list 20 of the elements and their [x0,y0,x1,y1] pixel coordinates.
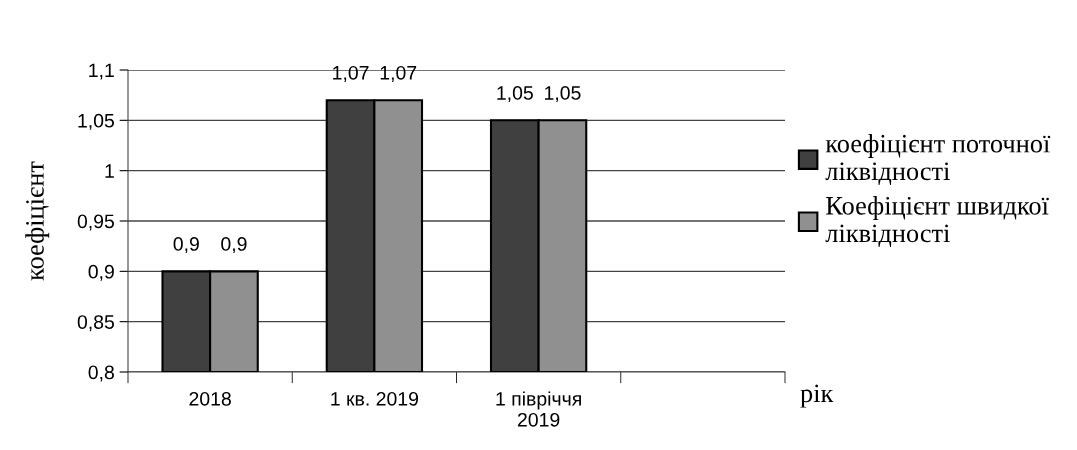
y-tick-label: 0,8 [88,365,114,382]
data-label: 1,07 [380,65,417,82]
y-axis-title: коефіцієнт [25,161,50,281]
data-label: 0,9 [173,237,199,254]
legend-label: коефіцієнт поточної ліквідності [825,134,1051,186]
y-tick-label: 0,95 [77,214,114,231]
x-axis-title: рік [800,384,834,408]
x-tick-label: 2018 [189,391,231,406]
x-tick-label: 1 кв. 2019 [331,391,419,406]
y-tick-label: 1 [105,164,114,178]
data-label: 1,07 [333,65,369,82]
y-tick-label: 1,05 [78,113,114,130]
y-tick-label: 0,85 [77,315,114,332]
data-label: 0,9 [221,237,247,254]
y-tick-label: 1,1 [89,63,114,80]
y-tick-label: 0,9 [88,264,114,281]
x-tick-label: 1 півріччя 2019 [496,391,581,427]
data-label: 1,05 [497,86,533,103]
data-label: 1,05 [545,86,581,103]
legend-label: Коефіцієнт швидкої ліквідності [825,196,1049,248]
